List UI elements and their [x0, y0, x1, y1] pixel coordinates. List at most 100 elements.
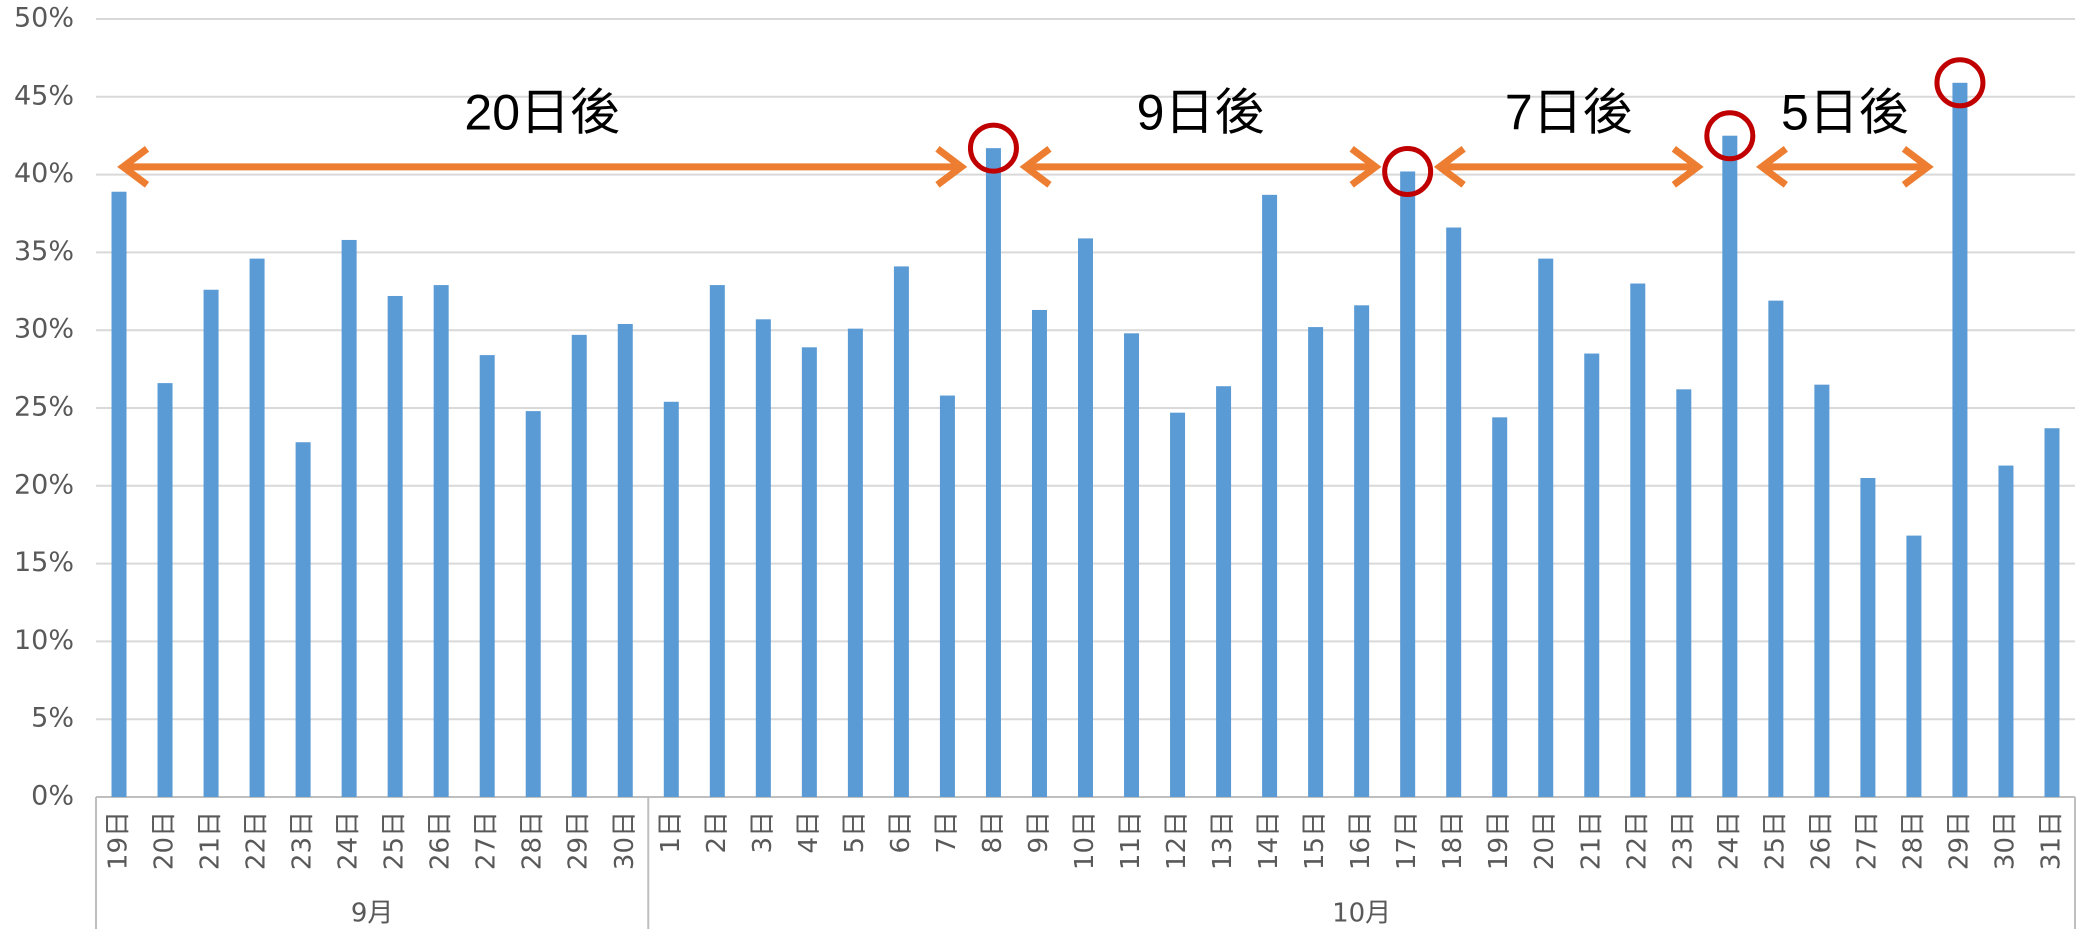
x-tick-label: 14日 [1254, 811, 1284, 870]
y-tick-label: 0% [31, 781, 74, 812]
bar [617, 323, 633, 797]
x-tick-label: 21日 [1576, 811, 1606, 870]
x-tick-label: 4日 [794, 811, 824, 854]
bar [479, 355, 495, 797]
bar [1124, 333, 1140, 797]
x-tick-label: 13日 [1208, 811, 1238, 870]
bar [1354, 305, 1370, 797]
y-tick-label: 35% [14, 236, 74, 267]
bar [801, 347, 817, 797]
x-tick-label: 31日 [2036, 811, 2066, 870]
x-tick-label: 9日 [1024, 811, 1054, 854]
bar [341, 239, 357, 797]
x-tick-label: 7日 [932, 811, 962, 854]
bar [985, 148, 1001, 797]
annotation-label: 7日後 [1505, 84, 1633, 140]
bar [525, 411, 541, 797]
x-tick-label: 19日 [104, 811, 134, 870]
highlight-circle [1934, 57, 1986, 109]
bar [1308, 327, 1324, 797]
arrow-head [1349, 146, 1382, 188]
x-tick-label: 28日 [1898, 811, 1928, 870]
x-tick-label: 6日 [886, 811, 916, 854]
annotation-label: 20日後 [464, 84, 620, 140]
group-label: 10月 [1332, 899, 1391, 929]
bar [571, 334, 587, 797]
bar [1031, 309, 1047, 797]
bar [203, 289, 219, 797]
bar [939, 395, 955, 797]
y-tick-label: 40% [14, 158, 74, 189]
bar [157, 383, 173, 797]
x-tick-label: 26日 [1806, 811, 1836, 870]
bar [295, 442, 311, 797]
y-tick-label: 30% [14, 314, 74, 345]
annotation-label: 5日後 [1781, 84, 1909, 140]
bar [1078, 238, 1093, 797]
bar [1446, 227, 1462, 797]
bar [1860, 478, 1876, 797]
bar [433, 285, 449, 797]
x-tick-label: 22日 [242, 811, 272, 870]
x-tick-label: 23日 [288, 811, 318, 870]
bar [1768, 300, 1784, 797]
bar [111, 191, 127, 797]
bar [387, 295, 403, 797]
y-tick-label: 50% [14, 3, 74, 34]
bar [249, 258, 265, 797]
bar [755, 319, 771, 797]
x-tick-label: 15日 [1300, 811, 1330, 870]
x-tick-label: 12日 [1162, 811, 1192, 870]
bar [1998, 465, 2014, 797]
x-tick-label: 27日 [472, 811, 502, 870]
x-tick-label: 20日 [1530, 811, 1560, 870]
y-tick-label: 5% [31, 703, 74, 734]
x-tick-label: 8日 [978, 811, 1008, 854]
bar [1262, 194, 1278, 797]
x-tick-label: 24日 [1714, 811, 1744, 870]
y-tick-label: 15% [14, 547, 74, 578]
x-tick-label: 30日 [610, 811, 640, 870]
bar [1814, 384, 1830, 797]
bar [847, 328, 863, 797]
arrow-head [1433, 146, 1466, 188]
bar [1676, 389, 1692, 797]
bar [1584, 353, 1600, 797]
x-tick-label: 3日 [748, 811, 778, 854]
x-tick-label: 29日 [1944, 811, 1974, 870]
x-tick-label: 23日 [1668, 811, 1698, 870]
bar [1952, 82, 1968, 797]
highlight-circle [967, 122, 1019, 174]
x-tick-label: 5日 [840, 811, 870, 854]
bar [1538, 258, 1554, 797]
y-tick-label: 10% [14, 625, 74, 656]
x-tick-label: 28日 [518, 811, 548, 870]
highlight-circle [1382, 145, 1434, 197]
bar [1400, 171, 1416, 797]
arrow-head [935, 146, 968, 188]
bar [1906, 535, 1922, 797]
group-label: 9月 [351, 899, 394, 929]
arrow-head [1755, 146, 1788, 188]
bar [1492, 417, 1508, 797]
x-tick-label: 2日 [702, 811, 732, 854]
x-tick-label: 30日 [1990, 811, 2020, 870]
x-tick-label: 24日 [334, 811, 364, 870]
x-tick-label: 21日 [196, 811, 226, 870]
x-tick-label: 1日 [656, 811, 686, 854]
annotation-label: 9日後 [1137, 84, 1265, 140]
x-tick-label: 18日 [1438, 811, 1468, 870]
x-tick-label: 17日 [1392, 811, 1422, 870]
x-tick-label: 22日 [1622, 811, 1652, 870]
x-tick-label: 26日 [426, 811, 456, 870]
bar [1630, 283, 1646, 797]
x-tick-label: 11日 [1116, 811, 1146, 870]
highlight-circle [1704, 110, 1756, 162]
bar [709, 285, 725, 797]
arrow-head [1671, 146, 1704, 188]
y-tick-label: 25% [14, 392, 74, 423]
bar [663, 401, 679, 797]
x-tick-label: 20日 [150, 811, 180, 870]
x-tick-label: 25日 [1760, 811, 1790, 870]
